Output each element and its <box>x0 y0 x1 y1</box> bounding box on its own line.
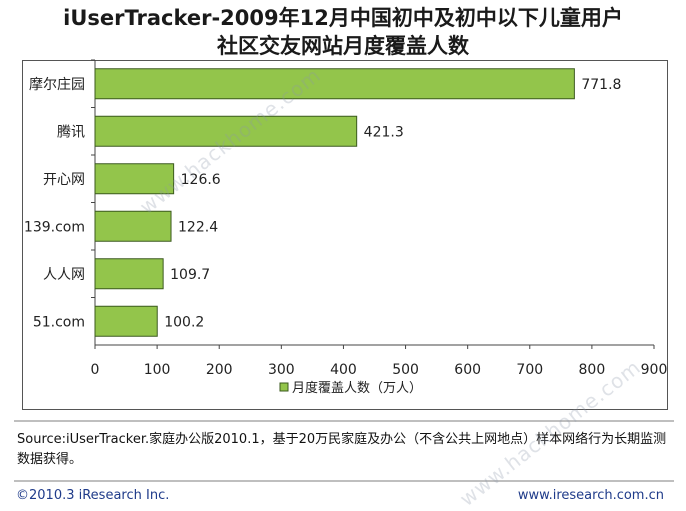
bar <box>94 210 172 242</box>
value-label: 109.7 <box>170 267 210 283</box>
x-tick-label: 300 <box>268 362 295 378</box>
divider-bottom <box>14 480 674 482</box>
x-tick-label: 700 <box>516 362 543 378</box>
x-tick-label: 100 <box>144 362 171 378</box>
bar <box>94 258 164 290</box>
x-tick-label: 400 <box>330 362 357 378</box>
category-label: 人人网 <box>43 267 85 283</box>
bar <box>94 115 358 147</box>
plot-frame <box>22 60 668 410</box>
bar <box>94 305 158 337</box>
value-label: 122.4 <box>178 219 218 235</box>
x-tick-label: 900 <box>641 362 668 378</box>
x-tick-label: 500 <box>392 362 419 378</box>
source-note: Source:iUserTracker.家庭办公版2010.1，基于20万民家庭… <box>17 432 667 467</box>
x-tick-label: 800 <box>579 362 606 378</box>
category-label: 摩尔庄园 <box>29 76 85 93</box>
value-label: 771.8 <box>581 77 621 93</box>
divider-top <box>14 420 674 422</box>
chart-title-line-1: iUserTracker-2009年12月中国初中及初中以下儿童用户 <box>63 6 623 30</box>
category-label: 51.com <box>33 314 85 330</box>
category-label: 腾讯 <box>57 123 85 140</box>
bar <box>94 68 575 100</box>
copyright-text: ©2010.3 iResearch Inc. <box>16 488 170 503</box>
category-label: 开心网 <box>43 172 85 188</box>
x-tick-label: 0 <box>91 362 100 378</box>
website-link[interactable]: www.iresearch.com.cn <box>517 488 664 503</box>
value-label: 126.6 <box>181 172 221 188</box>
x-tick-label: 200 <box>206 362 233 378</box>
bar <box>94 163 175 195</box>
chart-title-line-2: 社区交友网站月度覆盖人数 <box>217 34 469 58</box>
value-label: 100.2 <box>164 314 204 330</box>
legend-label: 月度覆盖人数（万人） <box>292 380 422 396</box>
value-label: 421.3 <box>364 124 404 140</box>
category-label: 139.com <box>24 219 85 235</box>
x-tick-label: 600 <box>454 362 481 378</box>
legend-swatch <box>279 382 289 392</box>
chart-title: iUserTracker-2009年12月中国初中及初中以下儿童用户 社区交友网… <box>0 4 686 60</box>
